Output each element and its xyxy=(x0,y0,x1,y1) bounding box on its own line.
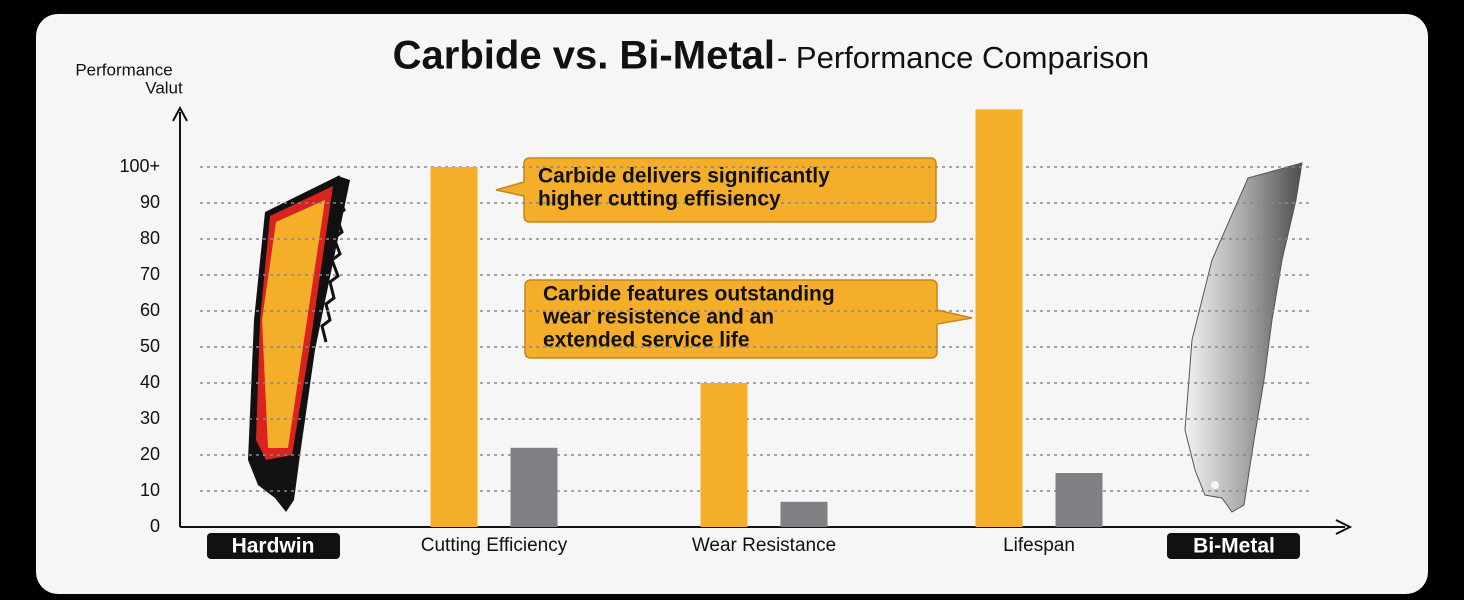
y-tick-label: 20 xyxy=(140,444,160,464)
annotation-text: extended service life xyxy=(543,329,750,352)
y-tick-label: 10 xyxy=(140,480,160,500)
y-tick-label: 50 xyxy=(140,336,160,356)
y-label: Performance xyxy=(75,60,172,79)
bar xyxy=(1055,473,1103,527)
callout-box xyxy=(524,279,973,359)
bimetal-blade-illustration xyxy=(1184,162,1303,513)
x-tick-label: Wear Resistance xyxy=(692,535,836,556)
bar xyxy=(510,447,558,527)
chart-title: Carbide vs. Bi-Metal xyxy=(393,34,775,78)
legend-label: Hardwin xyxy=(232,535,315,558)
x-axis-arrow xyxy=(1335,519,1353,535)
y-tick-label: 40 xyxy=(140,372,160,392)
annotation-text: higher cutting effisiency xyxy=(538,188,781,211)
legend-swatch xyxy=(207,533,340,559)
bar xyxy=(430,167,478,527)
y-tick-label: 80 xyxy=(140,228,160,248)
bar xyxy=(700,383,748,527)
y-axis-arrow xyxy=(172,105,188,122)
y-label: Valut xyxy=(145,78,183,97)
legend-swatch xyxy=(1167,533,1300,559)
bar xyxy=(975,109,1023,528)
callout-box xyxy=(495,157,937,223)
annotation-text: Carbide delivers significantly xyxy=(538,165,830,188)
bar xyxy=(780,501,828,527)
chart-subtitle: - Performance Comparison xyxy=(777,40,1149,75)
y-tick-label: 70 xyxy=(140,264,160,284)
y-tick-label: 30 xyxy=(140,408,160,428)
y-tick-label: 90 xyxy=(140,192,160,212)
y-tick-label: 0 xyxy=(150,516,160,536)
annotation-text: wear resistence and an xyxy=(542,306,774,329)
x-tick-label: Cutting Efficiency xyxy=(421,535,568,556)
legend-label: Bi-Metal xyxy=(1193,535,1275,558)
carbide-blade-illustration xyxy=(248,175,350,512)
y-tick-label: 100+ xyxy=(119,156,160,176)
x-tick-label: Lifespan xyxy=(1003,535,1075,556)
y-tick-label: 60 xyxy=(140,300,160,320)
annotation-text: Carbide features outstanding xyxy=(543,283,835,306)
